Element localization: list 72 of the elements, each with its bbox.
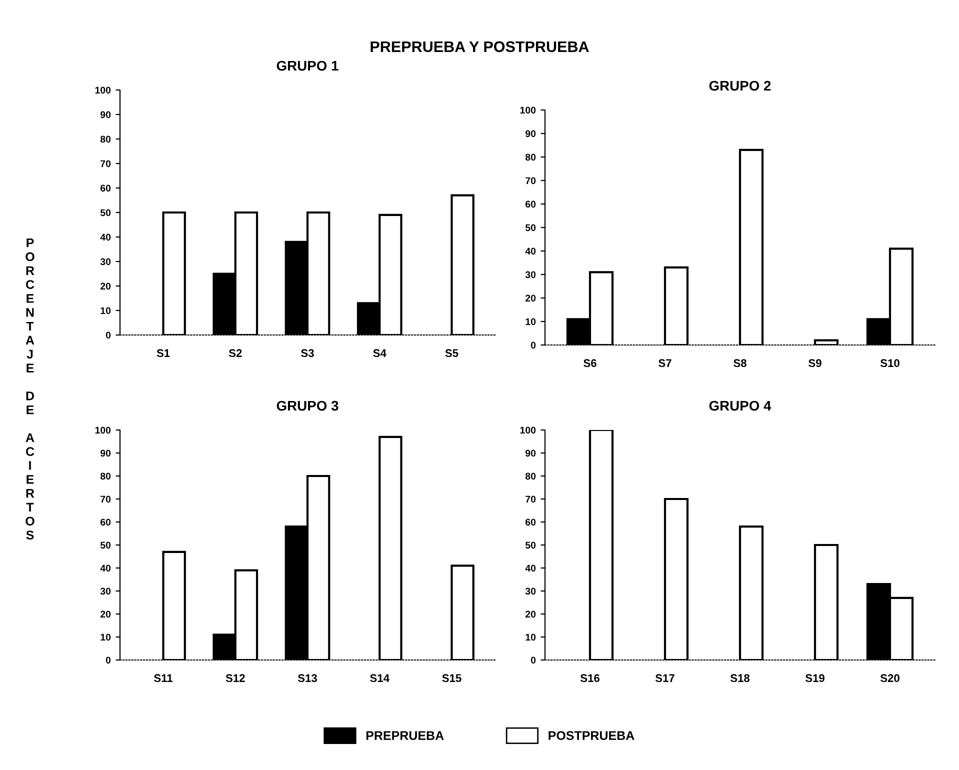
y-tick-label: 0: [106, 656, 111, 664]
y-tick-label: 0: [106, 332, 111, 339]
x-tick-label: S18: [730, 674, 750, 682]
legend-label: PREPRUEBA: [366, 731, 444, 740]
x-tick-label: S20: [880, 674, 900, 682]
y-tick-label: 40: [100, 564, 111, 572]
y-tick-label: 60: [526, 518, 536, 526]
x-tick-label: S8: [734, 359, 746, 368]
y-tick-label: 50: [100, 542, 111, 549]
y-tick-label: 10: [100, 634, 111, 641]
y-tick-label: 80: [100, 472, 111, 480]
y-tick-label: 60: [526, 200, 536, 208]
y-tick-label: 90: [525, 130, 536, 138]
x-tick-label: S14: [370, 674, 390, 682]
y-tick-label: 30: [525, 271, 536, 278]
y-tick-label: 100: [520, 426, 536, 434]
text: PORCENTAJE DE ACIERTOS: [26, 238, 34, 540]
x-tick-label: S4: [373, 349, 386, 358]
y-tick-label: 70: [526, 496, 536, 503]
y-tick-label: 70: [100, 160, 111, 168]
y-tick-label: 50: [525, 224, 536, 232]
y-tick-label: 50: [525, 542, 536, 549]
y-tick-label: 100: [520, 106, 536, 114]
y-tick-label: 100: [95, 426, 111, 434]
y-tick-label: 20: [100, 610, 111, 618]
y-tick-label: 10: [526, 318, 536, 326]
chart-title: GRUPO 4: [709, 400, 772, 411]
y-tick-label: 60: [100, 518, 111, 526]
x-tick-label: S15: [442, 674, 462, 682]
y-tick-label: 30: [525, 588, 536, 595]
y-tick-label: 30: [100, 588, 111, 595]
y-tick-label: 70: [526, 177, 536, 184]
y-tick-label: 60: [100, 184, 111, 192]
x-tick-label: S17: [655, 674, 674, 682]
y-tick-label: 70: [100, 496, 111, 503]
x-tick-label: S19: [805, 674, 824, 682]
legend-label: POSTPRUEBA: [548, 731, 634, 740]
y-tick-label: 10: [100, 307, 111, 314]
x-tick-label: S3: [301, 349, 314, 358]
y-tick-label: 90: [525, 450, 536, 457]
x-tick-label: S11: [154, 674, 173, 682]
y-tick-label: 0: [530, 656, 536, 664]
x-tick-label: S12: [226, 674, 245, 682]
y-tick-label: 50: [100, 209, 111, 216]
y-tick-label: 30: [100, 258, 111, 266]
x-tick-label: S1: [156, 349, 170, 358]
y-tick-label: 100: [95, 86, 111, 94]
y-tick-label: 20: [100, 282, 111, 290]
chart-title: GRUPO 3: [276, 400, 338, 411]
x-tick-label: S16: [580, 674, 600, 682]
x-tick-label: S7: [658, 359, 672, 368]
y-tick-label: 40: [100, 234, 111, 241]
y-tick-label: 90: [100, 111, 111, 118]
text: PREPRUEBA Y POSTPRUEBA: [370, 41, 589, 52]
y-tick-label: 20: [525, 294, 536, 302]
x-tick-label: S2: [228, 349, 242, 358]
y-tick-label: 80: [100, 136, 111, 143]
y-tick-label: 0: [530, 342, 536, 349]
x-tick-label: S13: [298, 674, 317, 682]
y-tick-label: 80: [525, 472, 536, 480]
y-tick-label: 40: [525, 248, 536, 255]
y-tick-label: 40: [525, 564, 536, 572]
x-tick-label: S6: [584, 359, 596, 368]
y-tick-label: 20: [525, 610, 536, 618]
x-tick-label: S5: [445, 349, 458, 358]
y-tick-label: 80: [525, 154, 536, 161]
y-tick-label: 10: [526, 634, 536, 641]
chart-title: GRUPO 2: [709, 80, 771, 91]
x-tick-label: S10: [880, 359, 900, 368]
chart-title: GRUPO 1: [276, 60, 338, 71]
x-tick-label: S9: [808, 359, 822, 368]
y-tick-label: 90: [100, 450, 111, 457]
